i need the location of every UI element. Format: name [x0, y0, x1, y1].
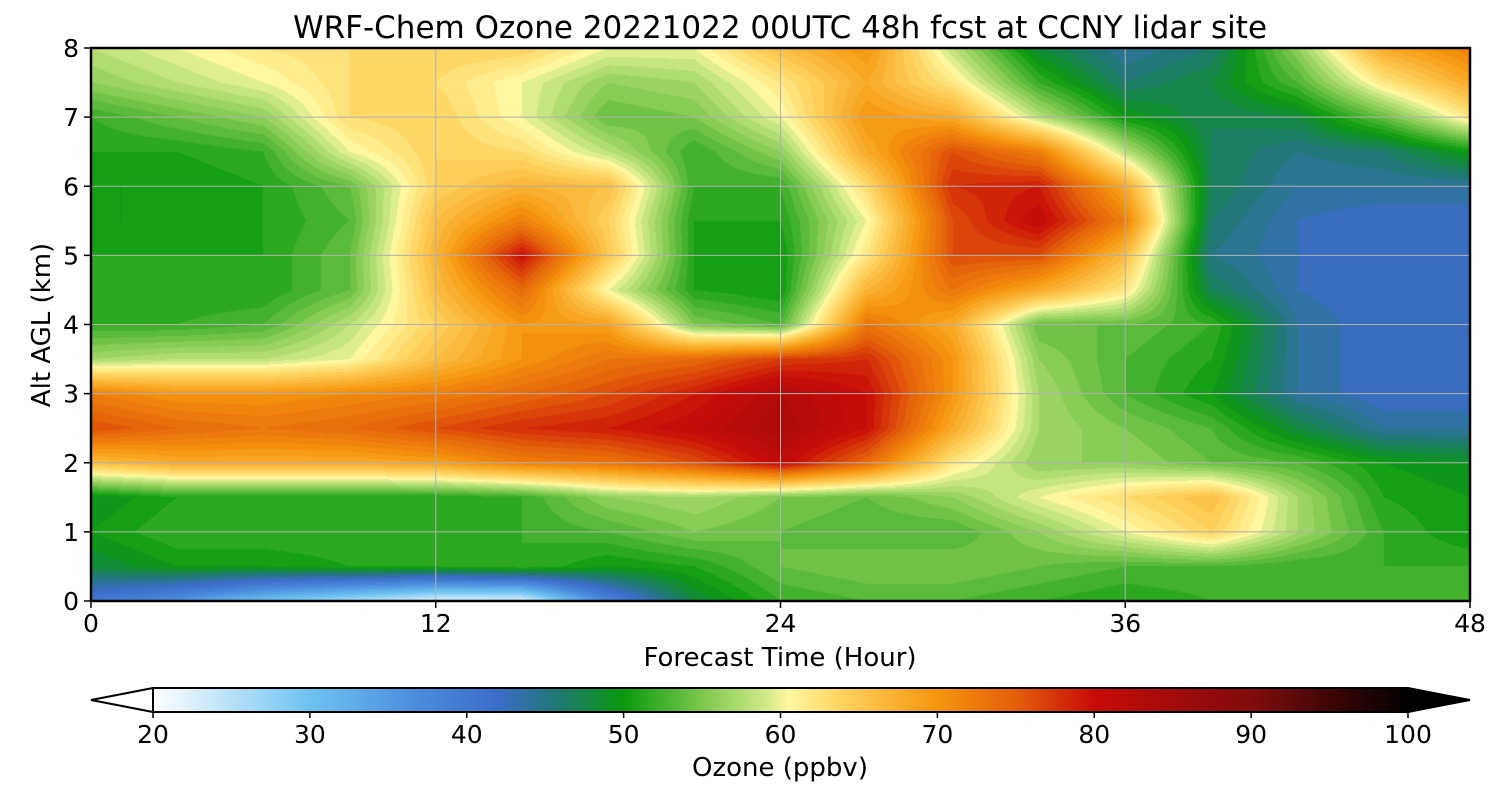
- y-tick-label: 8: [63, 34, 79, 63]
- colorbar-tick-label: 80: [1078, 720, 1110, 749]
- colorbar-tick-label: 20: [137, 720, 169, 749]
- colorbar-label: Ozone (ppbv): [692, 753, 868, 783]
- colorbar-tick-label: 70: [921, 720, 953, 749]
- colorbar-tick-label: 90: [1235, 720, 1267, 749]
- colorbar-tick-label: 30: [294, 720, 326, 749]
- grid-lines: [91, 48, 1470, 601]
- y-tick-label: 6: [63, 172, 79, 201]
- x-tick-label: 48: [1454, 609, 1486, 638]
- colorbar-min-extension: [90, 686, 154, 714]
- colorbar-tick-label: 50: [608, 720, 640, 749]
- x-tick-label: 12: [420, 609, 452, 638]
- y-tick-label: 0: [63, 587, 79, 616]
- y-axis: 0 1 2 3 4 5 6 7 8: [63, 34, 91, 616]
- x-tick-label: 36: [1109, 609, 1141, 638]
- y-axis-label: Alt AGL (km): [27, 243, 57, 407]
- y-tick-label: 2: [63, 449, 79, 478]
- y-tick-label: 1: [63, 518, 79, 547]
- colorbar-tick-label: 40: [451, 720, 483, 749]
- colorbar-tick-label: 60: [765, 720, 797, 749]
- colorbar-max-extension: [1407, 686, 1471, 714]
- y-tick-label: 7: [63, 103, 79, 132]
- x-tick-label: 0: [83, 609, 99, 638]
- x-axis: 0 12 24 36 48: [83, 601, 1486, 638]
- colorbar-tick-label: 100: [1384, 720, 1432, 749]
- x-tick-label: 24: [765, 609, 797, 638]
- colorbar: 20 30 40 50 60 70 80 90 100 Ozone (ppbv): [90, 686, 1471, 783]
- colorbar-gradient: [153, 688, 1408, 712]
- y-tick-label: 4: [63, 311, 79, 340]
- y-tick-label: 5: [63, 241, 79, 270]
- chart-title: WRF-Chem Ozone 20221022 00UTC 48h fcst a…: [293, 10, 1267, 46]
- y-tick-label: 3: [63, 380, 79, 409]
- x-axis-label: Forecast Time (Hour): [643, 643, 916, 673]
- colorbar-ticks: 20 30 40 50 60 70 80 90 100: [137, 712, 1432, 749]
